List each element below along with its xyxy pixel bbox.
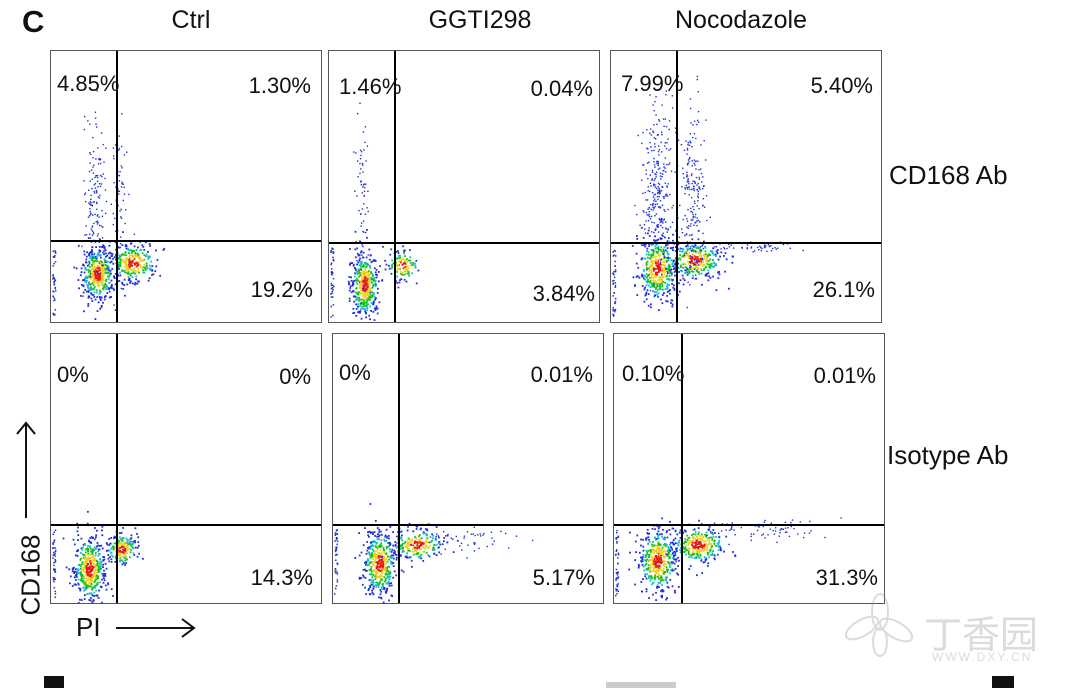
quadrant-lr-label: 26.1% [812, 277, 875, 302]
gate-vertical [676, 51, 678, 322]
flow-plot-cd168-ggti298: 1.46% 0.04% 3.84% [328, 50, 600, 323]
gate-horizontal [611, 242, 881, 244]
gate-horizontal [51, 240, 321, 242]
flow-plot-cd168-nocodazole: 7.99% 5.40% 26.1% [610, 50, 882, 323]
event-dots [334, 503, 534, 603]
row-label-isotype-ab: Isotype Ab [887, 440, 1009, 470]
clipped-text-fragment [606, 682, 676, 688]
gate-horizontal [51, 524, 321, 526]
quadrant-lr-label: 3.84% [532, 281, 595, 306]
quadrant-lr-label: 19.2% [250, 277, 313, 302]
quadrant-ur-label: 1.30% [248, 73, 311, 98]
quadrant-ul-label: 1.46% [339, 74, 402, 99]
gate-vertical [398, 334, 400, 603]
panel-letter: C [22, 4, 45, 39]
flow-plot-isotype-ggti298: 0% 0.01% 5.17% [332, 333, 604, 604]
gate-horizontal [329, 242, 599, 244]
clipped-text-fragment [992, 676, 1014, 688]
column-label-nocodazole: Nocodazole [674, 6, 808, 34]
quadrant-ul-label: 0.10% [622, 361, 685, 386]
flow-plot-cd168-ctrl: 4.85% 1.30% 19.2% [50, 50, 322, 323]
event-dots [52, 510, 144, 603]
flow-plot-isotype-nocodazole: 0.10% 0.01% 31.3% [613, 333, 885, 604]
event-dots [52, 90, 166, 320]
quadrant-ul-label: 0% [57, 362, 89, 387]
flower-logo-icon [844, 593, 914, 657]
column-label-ggti298: GGTI298 [428, 6, 532, 34]
clipped-text-fragment [44, 676, 64, 688]
y-axis-label-cd168: CD168 [15, 534, 46, 616]
gate-vertical [116, 334, 118, 603]
quadrant-ul-label: 4.85% [57, 71, 120, 96]
gate-vertical [116, 51, 118, 322]
watermark-url: WWW.DXY.CN [932, 650, 1033, 664]
x-axis-label-pi: PI [76, 612, 101, 642]
quadrant-ur-label: 5.40% [810, 73, 873, 98]
quadrant-lr-label: 31.3% [815, 565, 878, 590]
event-dots [612, 75, 804, 317]
quadrant-ul-label: 7.99% [621, 71, 684, 96]
quadrant-ur-label: 0.01% [530, 362, 593, 387]
x-axis-arrow [116, 618, 196, 638]
gate-horizontal [333, 524, 603, 526]
watermark-brand: 丁香园 [924, 613, 1039, 657]
quadrant-ur-label: 0.04% [530, 76, 593, 101]
quadrant-lr-label: 5.17% [532, 565, 595, 590]
quadrant-ur-label: 0.01% [813, 363, 876, 388]
row-label-cd168-ab: CD168 Ab [889, 160, 1008, 190]
column-label-ctrl: Ctrl [171, 6, 211, 34]
quadrant-ul-label: 0% [339, 360, 371, 385]
flow-plot-isotype-ctrl: 0% 0% 14.3% [50, 333, 322, 604]
y-axis-arrow [16, 421, 36, 518]
quadrant-ur-label: 0% [279, 364, 311, 389]
quadrant-lr-label: 14.3% [250, 565, 313, 590]
gate-vertical [681, 334, 683, 603]
event-dots [330, 80, 420, 321]
gate-horizontal [614, 524, 884, 526]
event-dots [615, 517, 842, 601]
gate-vertical [394, 51, 396, 322]
